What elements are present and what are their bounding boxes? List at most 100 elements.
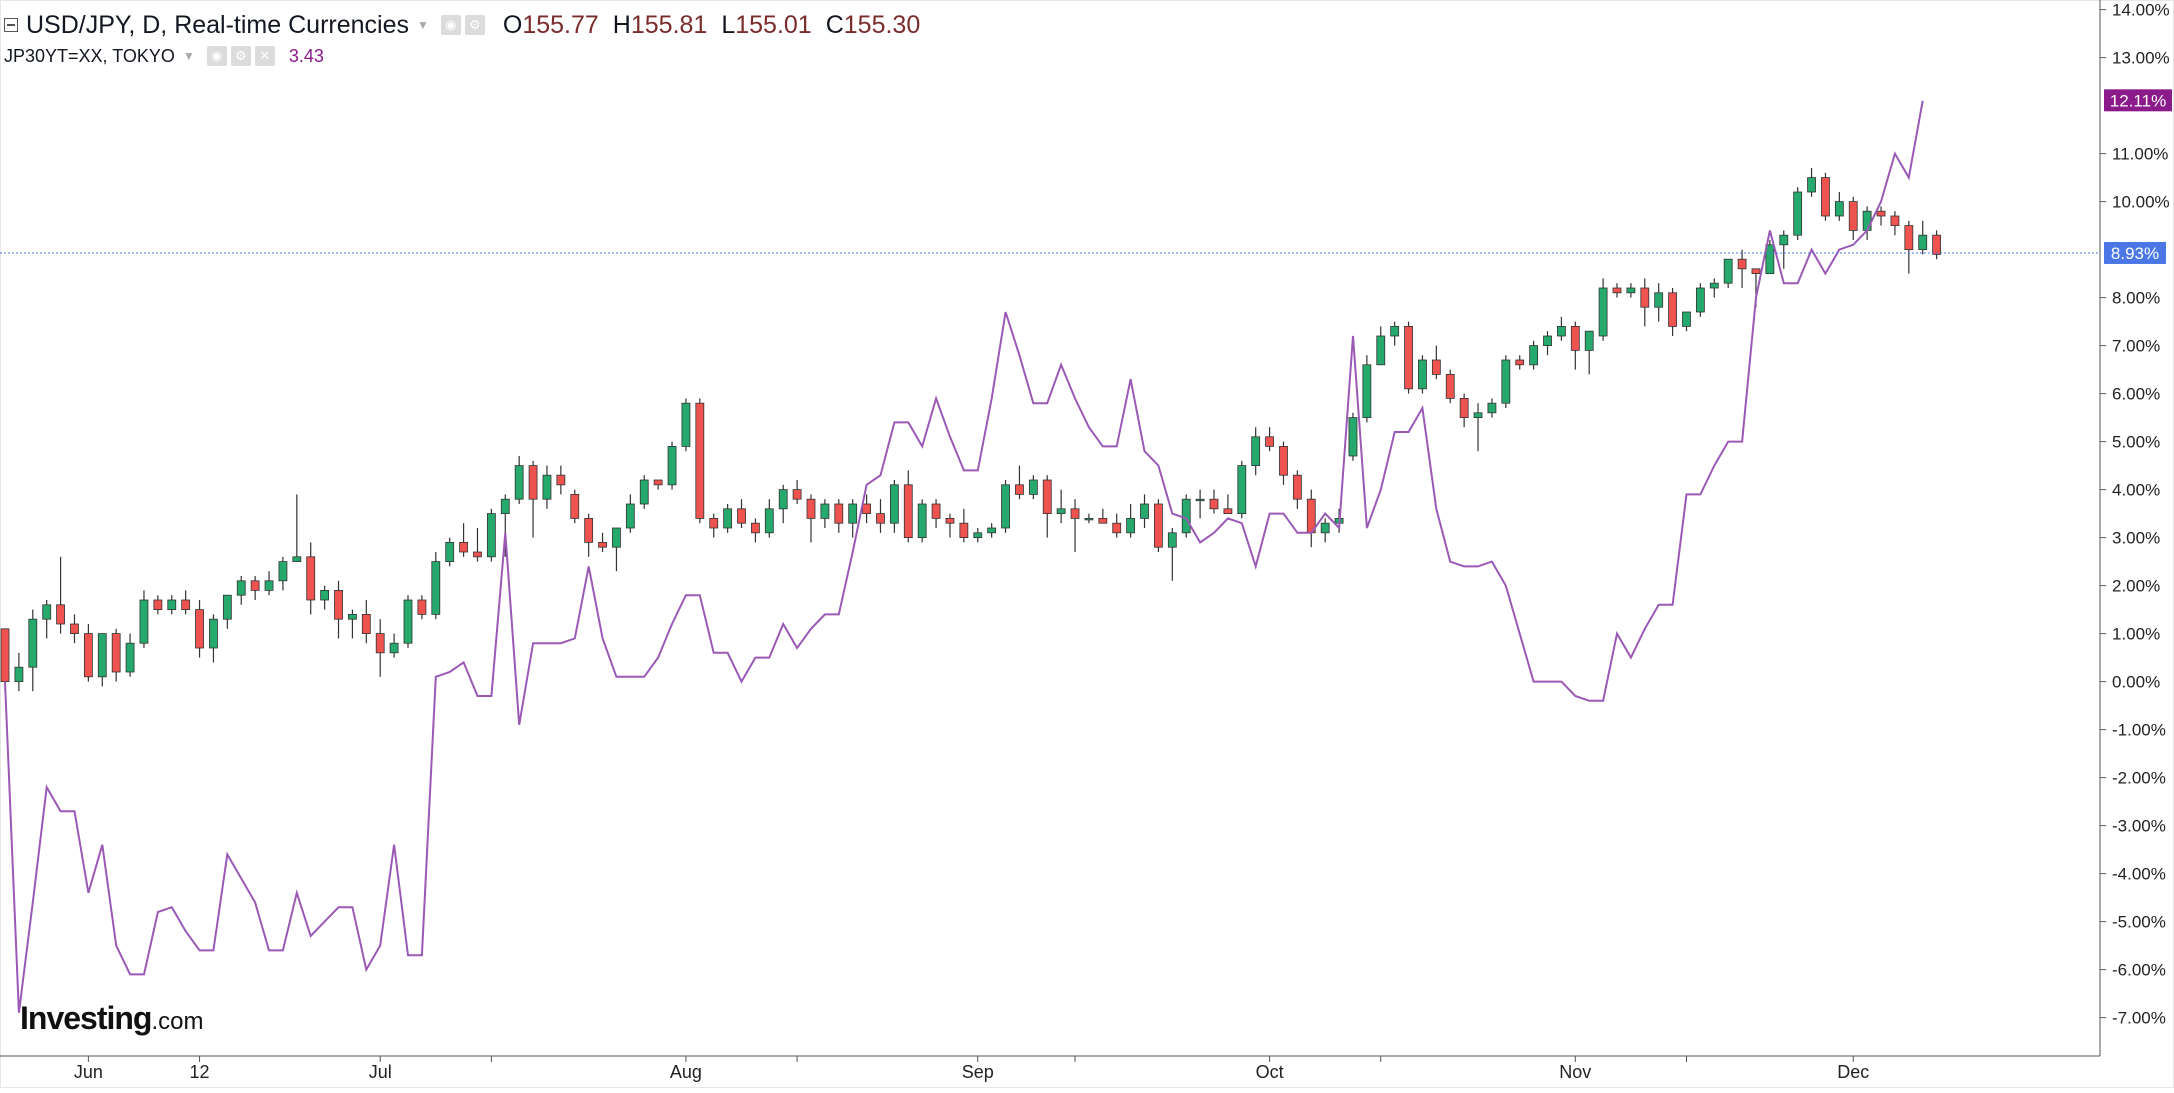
close-value: 155.30 [843, 10, 921, 39]
candle-body [792, 489, 802, 500]
last-price-badge [2104, 241, 2166, 264]
candle-body [1459, 397, 1469, 418]
candle-body [1557, 325, 1566, 337]
candle-body [1695, 287, 1705, 313]
candle-body [1084, 518, 1094, 521]
candle-body [556, 474, 566, 486]
candle-body [959, 522, 969, 539]
y-tick-label: 14.00% [2112, 1, 2170, 20]
candle-body [56, 604, 65, 625]
candle-body [42, 604, 52, 620]
candle-body [1529, 345, 1539, 366]
collapse-legend-icon[interactable] [4, 18, 18, 32]
candle-body [876, 513, 885, 524]
candle-body [1765, 244, 1775, 275]
y-tick-label: -7.00% [2112, 1009, 2166, 1028]
candle-body [1126, 518, 1136, 534]
y-tick-label: 13.00% [2112, 49, 2170, 68]
candle-body [139, 599, 149, 644]
candle-body [222, 594, 232, 620]
candle-body [584, 518, 594, 543]
candle-body [1807, 177, 1816, 193]
candle-body [1570, 325, 1580, 351]
gear-icon[interactable]: ⚙ [464, 15, 485, 35]
x-tick-label: Oct [1256, 1062, 1284, 1082]
y-tick-label: 2.00% [2112, 577, 2160, 596]
y-tick-label: 8.00% [2112, 289, 2160, 308]
candle-body [403, 599, 413, 644]
open-label: O [502, 10, 523, 39]
visibility-icon[interactable]: ◉ [440, 15, 461, 35]
candle-body [1890, 215, 1900, 226]
chevron-down-icon[interactable]: ▼ [182, 49, 195, 63]
y-tick-label: 0.00% [2112, 673, 2160, 692]
candle-body [375, 633, 385, 654]
candle-body [1834, 201, 1844, 217]
candle-body [723, 508, 733, 529]
candle-body [1543, 335, 1552, 347]
candle-body [570, 493, 580, 519]
close-icon[interactable]: ✕ [254, 46, 275, 66]
logo-text: Investing [20, 1000, 152, 1036]
candle-body [945, 518, 955, 524]
close-label: C [825, 10, 844, 39]
chevron-down-icon[interactable]: ▼ [416, 18, 429, 32]
candle-body [1932, 234, 1942, 255]
candle-body [1390, 325, 1400, 337]
candle-body [1682, 311, 1691, 327]
y-tick-label: 4.00% [2112, 481, 2160, 500]
candle-body [1862, 210, 1872, 231]
candle-body [1723, 258, 1733, 284]
candle-body [1473, 412, 1483, 418]
candle-body [250, 580, 260, 591]
y-tick-label: 6.00% [2112, 385, 2160, 404]
candle-body [1751, 268, 1761, 274]
candle-body [1140, 503, 1149, 519]
candle-body [1487, 402, 1497, 414]
candle-body [1209, 498, 1219, 510]
logo-suffix: .com [151, 1008, 204, 1035]
open-value: 155.77 [522, 10, 599, 39]
y-tick-label: 1.00% [2112, 625, 2160, 644]
candle-body [1056, 508, 1066, 514]
candle-body [1042, 479, 1052, 514]
comparison-symbol: JP30YT=XX, TOKYO [4, 45, 175, 66]
chart-legend: USD/JPY, D, Real-time Currencies ▼ ◉ ⚙ O… [4, 8, 920, 70]
candle-body [417, 599, 427, 615]
candle-body [639, 479, 649, 505]
candle-body [667, 445, 677, 486]
candle-body [348, 614, 357, 620]
candle-body [459, 542, 468, 553]
candle-body [292, 556, 302, 562]
candle-body [1292, 474, 1302, 500]
candle-body [1598, 287, 1608, 337]
candle-body [83, 633, 93, 678]
candle-body [1181, 498, 1191, 534]
candle-body [528, 465, 538, 500]
candle-body [625, 503, 635, 529]
candle-body [764, 508, 774, 534]
x-tick-label: Nov [1559, 1062, 1591, 1082]
candle-body [431, 561, 441, 615]
gear-icon[interactable]: ⚙ [230, 46, 251, 66]
candle-body [1918, 234, 1928, 250]
visibility-icon[interactable]: ◉ [206, 46, 227, 66]
candle-body [445, 542, 455, 563]
candle-body [903, 484, 913, 538]
candle-body [778, 489, 788, 510]
candle-body [1098, 518, 1108, 524]
candle-body [1668, 292, 1677, 327]
candle-body [542, 474, 552, 500]
y-tick-label: 11.00% [2112, 145, 2168, 164]
candle-body [14, 666, 24, 683]
candle-body [389, 642, 399, 654]
candle-body [1612, 287, 1622, 294]
candle-body [612, 527, 621, 548]
candle-body [1279, 445, 1288, 476]
main-series-legend: USD/JPY, D, Real-time Currencies ▼ ◉ ⚙ O… [4, 8, 920, 42]
low-value: 155.01 [735, 10, 812, 39]
comparison-line [4, 100, 1924, 1013]
